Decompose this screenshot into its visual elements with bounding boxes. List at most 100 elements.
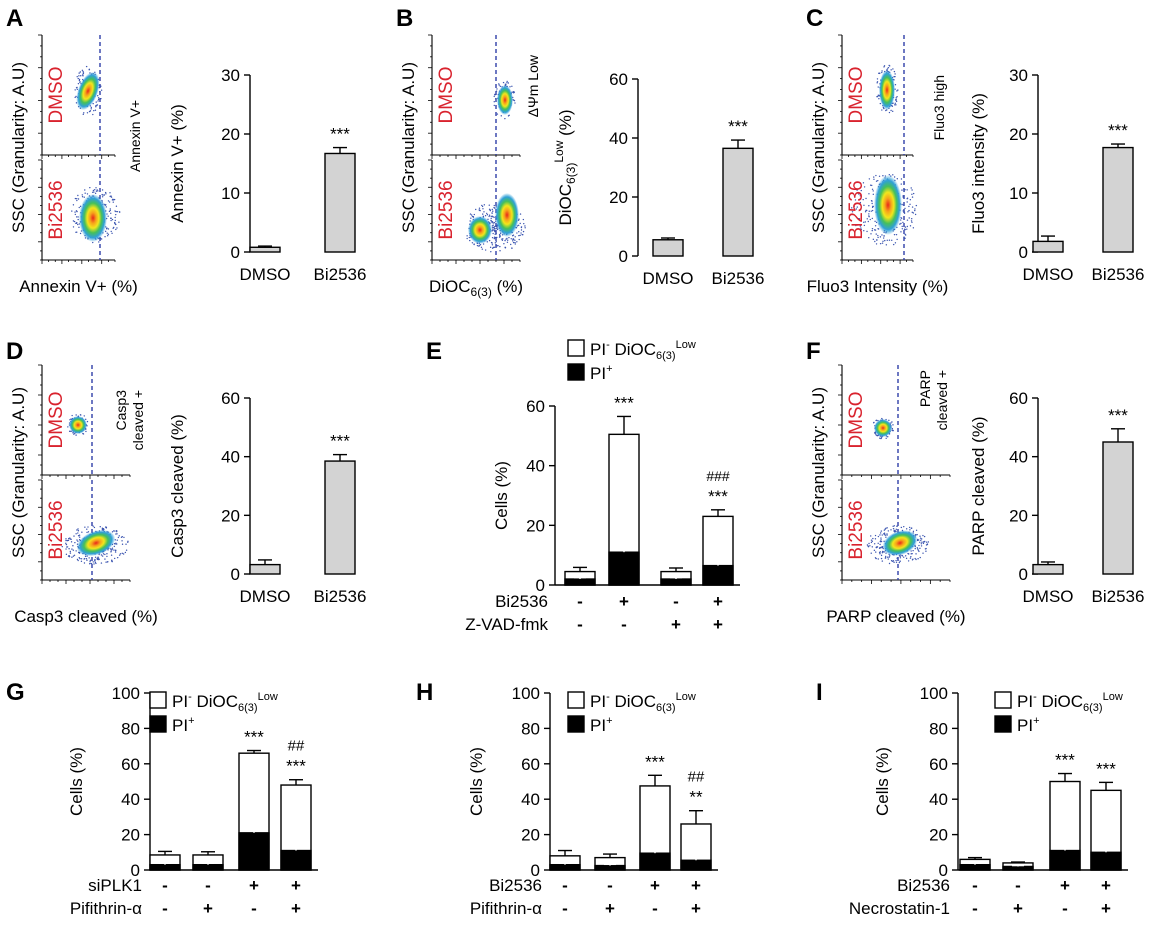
density-cluster: [79, 194, 107, 242]
event-dot: [860, 228, 863, 231]
event-dot: [93, 191, 95, 193]
event-dot: [885, 244, 888, 246]
event-dot: [927, 541, 930, 543]
legend-text-part: DiOC: [1037, 692, 1083, 711]
event-dot: [912, 192, 915, 195]
event-dot: [100, 97, 102, 100]
event-dot: [113, 557, 116, 560]
event-dot: [89, 186, 91, 189]
event-dot: [121, 552, 123, 555]
event-dot: [900, 231, 902, 233]
event-dot: [869, 218, 871, 221]
event-dot: [78, 75, 80, 77]
event-dot: [881, 552, 884, 554]
legend-text-part: +: [606, 363, 612, 375]
condition-label-dmso: DMSO: [846, 392, 867, 449]
event-dot: [906, 189, 908, 191]
event-dot: [87, 526, 89, 528]
legend-swatch-black: [149, 715, 167, 733]
panel-label: E: [426, 338, 442, 365]
flow-y-axis-label: SSC (Granularity: A.U): [809, 62, 828, 233]
event-dot: [80, 560, 83, 563]
legend-text-part: Low: [676, 691, 696, 703]
event-dot: [514, 239, 516, 242]
event-dot: [878, 175, 881, 177]
event-dot: [876, 78, 879, 80]
event-dot: [879, 532, 882, 534]
event-dot: [489, 209, 491, 211]
event-dot: [94, 558, 96, 561]
event-dot: [876, 81, 879, 83]
event-dot: [80, 558, 83, 560]
event-dot: [88, 557, 90, 559]
event-dot: [109, 192, 111, 194]
event-dot: [903, 182, 905, 184]
event-dot: [863, 204, 865, 206]
density-cluster: [874, 175, 902, 235]
event-dot: [81, 195, 84, 198]
event-dot: [875, 233, 877, 235]
event-dot: [493, 226, 495, 229]
bar-segment-pi-pos: [238, 832, 270, 871]
event-dot: [908, 526, 911, 529]
event-dot: [66, 546, 68, 548]
event-dot: [490, 217, 492, 220]
event-dot: [919, 541, 921, 543]
event-dot: [94, 192, 97, 195]
flow-y-axis-label: SSC (Granularity: A.U): [9, 387, 28, 558]
condition-sign: -: [652, 899, 658, 918]
event-dot: [498, 83, 500, 85]
condition-label-bi2536: Bi2536: [46, 500, 67, 559]
condition-sign: -: [162, 876, 168, 895]
legend-text-part: 6(3): [238, 702, 258, 714]
event-dot: [118, 221, 120, 223]
event-dot: [512, 240, 514, 242]
event-dot: [110, 550, 112, 552]
event-dot: [856, 224, 859, 226]
event-dot: [481, 248, 484, 250]
event-dot: [915, 553, 917, 555]
event-dot: [874, 225, 877, 227]
event-dot: [83, 415, 85, 417]
event-dot: [75, 95, 77, 98]
event-dot: [882, 175, 884, 177]
event-dot: [907, 211, 909, 213]
event-dot: [499, 250, 501, 252]
event-dot: [892, 68, 894, 70]
event-dot: [100, 554, 103, 556]
event-dot: [82, 72, 85, 75]
event-dot: [922, 534, 924, 537]
event-dot: [518, 238, 520, 241]
event-dot: [911, 196, 914, 198]
condition-sign: +: [1101, 899, 1111, 918]
event-dot: [98, 558, 100, 561]
y-tick-label: 60: [929, 755, 948, 774]
event-dot: [121, 540, 123, 542]
event-dot: [903, 211, 906, 213]
dmso-scatter-plot: DMSO: [38, 34, 116, 159]
event-dot: [868, 213, 870, 215]
event-dot: [478, 244, 481, 247]
bar-bi2536: [722, 147, 754, 257]
event-dot: [868, 542, 870, 545]
event-dot: [522, 218, 525, 221]
y-axis-label: DiOC6(3)Low (%): [552, 109, 578, 225]
event-dot: [101, 527, 104, 529]
event-dot: [486, 214, 489, 216]
event-dot: [65, 542, 67, 544]
event-dot: [77, 530, 80, 532]
event-dot: [67, 539, 70, 542]
flow-plot-B: B DMSO Bi2536 ΔΨm Low SSC (Granularity: A.U)…: [396, 5, 541, 299]
panel-label: B: [396, 5, 413, 32]
condition-sign: +: [713, 592, 723, 611]
event-dot: [81, 531, 83, 533]
y-label-sup: Low: [552, 140, 566, 162]
event-dot: [115, 542, 117, 544]
event-dot: [514, 243, 516, 245]
event-dot: [896, 525, 898, 527]
event-dot: [868, 205, 870, 207]
y-tick-label: 40: [526, 457, 545, 476]
event-dot: [877, 558, 879, 560]
event-dot: [519, 213, 522, 215]
flow-y-axis-label: SSC (Granularity: A.U): [9, 62, 28, 233]
